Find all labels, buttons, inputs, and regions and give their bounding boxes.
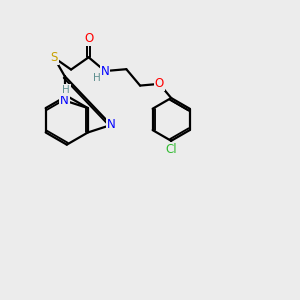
Text: Cl: Cl	[165, 143, 177, 156]
Text: H: H	[62, 85, 70, 95]
Text: N: N	[107, 118, 116, 131]
Text: O: O	[84, 32, 93, 45]
Text: O: O	[155, 77, 164, 90]
Text: S: S	[50, 51, 58, 64]
Text: N: N	[100, 64, 109, 77]
Text: H: H	[93, 73, 101, 82]
Text: N: N	[60, 94, 69, 107]
